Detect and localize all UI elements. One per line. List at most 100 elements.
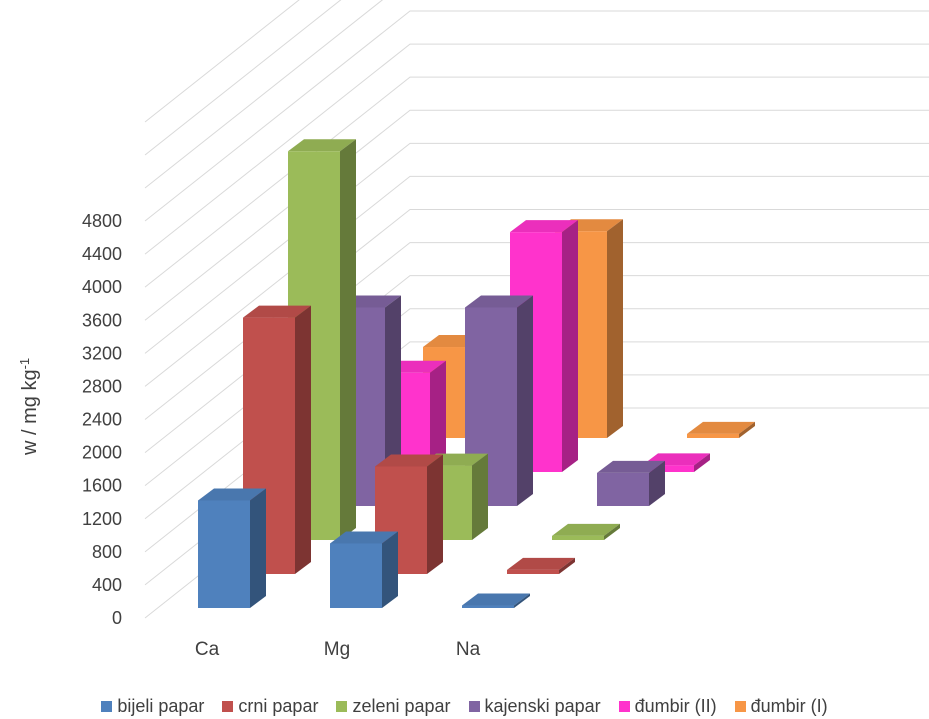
bar-top [597, 460, 665, 473]
bar-side [562, 220, 578, 472]
bar-side [739, 421, 755, 438]
bar-front [507, 569, 559, 574]
y-tick-label: 800 [92, 542, 122, 562]
chart-svg: 0 400 800 1200 1600 2000 2400 2800 3200 3600 4000 4… [17, 0, 929, 660]
grid-lines [144, 0, 929, 619]
y-tick-label: 2000 [82, 443, 122, 463]
legend-swatch [222, 700, 234, 712]
bar-side [472, 453, 488, 540]
bar-front [330, 543, 382, 608]
bar-top [198, 488, 266, 501]
gridline [144, 76, 929, 288]
gridline [144, 142, 929, 354]
gridline [144, 275, 929, 487]
y-tick-label: 400 [92, 575, 122, 595]
legend-item: đumbir (I) [734, 694, 828, 718]
bar-side [427, 454, 443, 574]
legend-label: đumbir (I) [750, 695, 828, 716]
x-category-label: Mg [324, 639, 350, 660]
bar-top [510, 220, 578, 233]
bar-front [642, 465, 694, 472]
bar-side [430, 360, 446, 472]
bar [198, 488, 266, 608]
gridline [144, 341, 929, 553]
bars [198, 139, 755, 608]
legend-swatch [734, 700, 746, 712]
bar [330, 531, 398, 608]
bar-side [517, 295, 533, 506]
bar-front [597, 472, 649, 506]
bar [687, 421, 755, 438]
gridline [144, 109, 929, 321]
bar-top [288, 139, 356, 152]
gridline [144, 43, 929, 255]
y-tick-label: 0 [112, 608, 122, 628]
legend-swatch [468, 700, 480, 712]
bar-side [385, 295, 401, 506]
y-axis-label-sup: -1 [17, 358, 32, 370]
bar-side [382, 531, 398, 608]
y-tick-label: 1600 [82, 476, 122, 496]
gridline [144, 0, 342, 156]
x-category-label: Ca [195, 639, 220, 660]
legend-label: bijeli papar [117, 695, 205, 716]
legend-item: kajenski papar [468, 694, 601, 718]
bar [462, 593, 530, 608]
bar-side [694, 453, 710, 472]
legend-item: zeleni papar [336, 694, 451, 718]
legend-label: đumbir (II) [634, 695, 717, 716]
legend: bijeli papar crni papar zeleni papar kajens… [0, 694, 929, 718]
bar [507, 557, 575, 574]
y-tick-label: 4800 [82, 211, 122, 231]
legend-item: crni papar [222, 694, 318, 718]
bar-top [507, 557, 575, 570]
gridline [144, 308, 929, 520]
bar-top [375, 454, 443, 467]
y-tick-label: 2400 [82, 410, 122, 430]
category-labels: Ca Mg Na [195, 639, 481, 660]
y-tick-label: 3200 [82, 343, 122, 363]
y-axis-label-text: w / mg kg [19, 369, 41, 456]
legend-swatch [618, 700, 630, 712]
bar-side [649, 460, 665, 506]
legend-label: zeleni papar [352, 695, 451, 716]
bar [597, 460, 665, 506]
y-axis: 0 400 800 1200 1600 2000 2400 2800 3200 3600 4000 4… [82, 211, 122, 628]
bar-front [552, 535, 604, 540]
bar-front [462, 605, 514, 608]
bar-top [462, 593, 530, 606]
bar-top [330, 531, 398, 544]
y-tick-label: 4400 [82, 244, 122, 264]
y-tick-label: 4000 [82, 277, 122, 297]
bar-top [243, 305, 311, 318]
legend-item: bijeli papar [101, 694, 204, 718]
gridline [144, 242, 929, 453]
legend-label: kajenski papar [484, 695, 601, 716]
bar [465, 295, 533, 506]
y-tick-label: 1200 [82, 509, 122, 529]
bar-side [604, 523, 620, 540]
legend-swatch [336, 700, 348, 712]
bar-top [465, 295, 533, 308]
bar-side [250, 488, 266, 608]
bar-side [514, 593, 530, 608]
gridline [144, 209, 929, 420]
gridline [144, 175, 929, 387]
gridline [144, 0, 300, 123]
legend-swatch [101, 700, 113, 712]
bar-side [559, 557, 575, 574]
y-tick-label: 2800 [82, 376, 122, 396]
bar-side [607, 219, 623, 438]
bar-side [295, 305, 311, 574]
legend-item: đumbir (II) [618, 694, 717, 718]
bar-top [687, 421, 755, 434]
y-axis-label: w / mg kg-1 [17, 358, 42, 456]
bar-side [340, 139, 356, 541]
bar [552, 523, 620, 540]
bar-top [552, 523, 620, 536]
gridline [144, 10, 929, 222]
x-category-label: Na [456, 639, 481, 660]
gridline [144, 0, 384, 189]
legend-label: crni papar [238, 695, 319, 716]
bar-front [687, 433, 739, 438]
